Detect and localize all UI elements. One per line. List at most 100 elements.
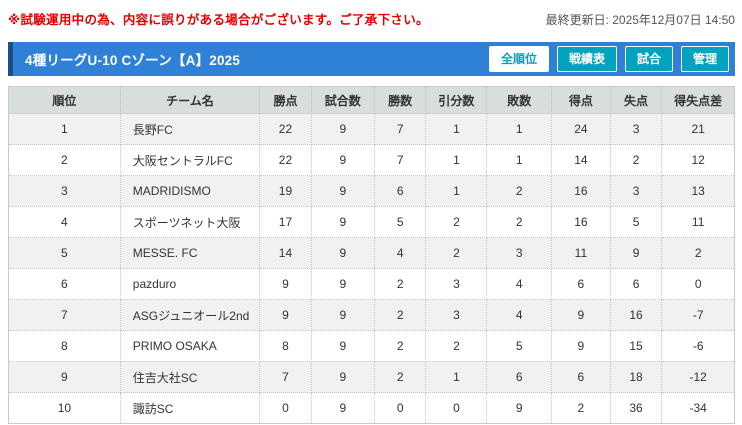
column-header-team: チーム名 [119,86,261,114]
tab-results-grid[interactable]: 戦績表 [556,46,617,72]
cell-goal-difference: -34 [661,392,735,424]
table-row: 2 大阪セントラルFC 22 9 7 1 1 14 2 12 [8,144,735,176]
column-header-rank: 順位 [8,86,121,114]
cell-points: 0 [259,392,312,424]
column-header-goals-against: 失点 [609,86,663,114]
cell-played: 9 [310,144,375,176]
cell-goal-difference: 0 [661,268,735,300]
cell-goals-for: 11 [551,237,611,269]
cell-draws: 1 [425,144,488,176]
cell-goals-for: 6 [551,268,611,300]
cell-losses: 2 [486,206,552,238]
cell-draws: 1 [425,113,488,145]
cell-wins: 7 [373,144,427,176]
column-header-played: 試合数 [310,86,375,114]
standings-table-head: 順位 チーム名 勝点 試合数 勝数 引分数 敗数 得点 失点 得失点差 [8,86,735,114]
cell-wins: 0 [373,392,427,424]
cell-played: 9 [310,330,375,362]
cell-goal-difference: -12 [661,361,735,393]
cell-rank: 6 [8,268,121,300]
cell-team: 長野FC [119,113,261,145]
cell-points: 22 [259,113,312,145]
table-row: 1 長野FC 22 9 7 1 1 24 3 21 [8,113,735,145]
cell-wins: 2 [373,268,427,300]
cell-team: ASGジュニオール2nd [119,299,261,331]
league-header-bar: 4種リーグU-10 Cゾーン【A】2025 全順位 戦績表 試合 管理 [8,42,735,76]
cell-goals-for: 16 [551,175,611,207]
cell-rank: 10 [8,392,121,424]
cell-team: MESSE. FC [119,237,261,269]
cell-losses: 9 [486,392,552,424]
cell-goals-against: 9 [609,237,663,269]
cell-goal-difference: 13 [661,175,735,207]
cell-wins: 6 [373,175,427,207]
cell-played: 9 [310,361,375,393]
cell-losses: 5 [486,330,552,362]
cell-points: 14 [259,237,312,269]
table-row: 9 住吉大社SC 7 9 2 1 6 6 18 -12 [8,361,735,393]
table-row: 3 MADRIDISMO 19 9 6 1 2 16 3 13 [8,175,735,207]
cell-goals-against: 2 [609,144,663,176]
cell-goals-against: 3 [609,113,663,145]
cell-draws: 1 [425,361,488,393]
table-row: 7 ASGジュニオール2nd 9 9 2 3 4 9 16 -7 [8,299,735,331]
cell-goals-for: 14 [551,144,611,176]
cell-played: 9 [310,299,375,331]
cell-goals-for: 16 [551,206,611,238]
table-row: 4 スポーツネット大阪 17 9 5 2 2 16 5 11 [8,206,735,238]
cell-losses: 4 [486,299,552,331]
notice-bar: ※試験運用中の為、内容に誤りがある場合がございます。ご了承下さい。 最終更新日:… [8,8,735,35]
tab-all-rankings[interactable]: 全順位 [488,46,549,72]
cell-rank: 7 [8,299,121,331]
cell-goals-for: 24 [551,113,611,145]
cell-losses: 1 [486,144,552,176]
cell-team: 住吉大社SC [119,361,261,393]
column-header-goals-for: 得点 [551,86,611,114]
cell-goal-difference: 11 [661,206,735,238]
table-row: 10 諏訪SC 0 9 0 0 9 2 36 -34 [8,392,735,424]
cell-team: 大阪セントラルFC [119,144,261,176]
column-header-draws: 引分数 [425,86,488,114]
cell-points: 8 [259,330,312,362]
cell-played: 9 [310,206,375,238]
cell-draws: 1 [425,175,488,207]
table-row: 8 PRIMO OSAKA 8 9 2 2 5 9 15 -6 [8,330,735,362]
cell-played: 9 [310,113,375,145]
cell-played: 9 [310,268,375,300]
cell-points: 9 [259,299,312,331]
cell-goal-difference: -7 [661,299,735,331]
table-row: 6 pazduro 9 9 2 3 4 6 6 0 [8,268,735,300]
cell-draws: 3 [425,268,488,300]
column-header-points: 勝点 [259,86,312,114]
cell-goal-difference: 21 [661,113,735,145]
cell-goals-for: 9 [551,299,611,331]
league-title: 4種リーグU-10 Cゾーン【A】2025 [25,53,241,68]
last-updated-text: 最終更新日: 2025年12月07日 14:50 [545,13,735,27]
cell-rank: 3 [8,175,121,207]
cell-wins: 2 [373,299,427,331]
cell-goal-difference: 12 [661,144,735,176]
cell-wins: 7 [373,113,427,145]
cell-rank: 1 [8,113,121,145]
cell-team: 諏訪SC [119,392,261,424]
cell-goals-against: 5 [609,206,663,238]
column-header-wins: 勝数 [373,86,427,114]
standings-table-body: 1 長野FC 22 9 7 1 1 24 3 21 2 大阪セントラルFC 22 9 7 1 1 14 2 12 3 MA… [8,113,735,424]
cell-wins: 5 [373,206,427,238]
cell-draws: 2 [425,330,488,362]
cell-played: 9 [310,237,375,269]
cell-goals-against: 16 [609,299,663,331]
tab-matches[interactable]: 試合 [624,46,673,72]
cell-wins: 2 [373,330,427,362]
cell-losses: 6 [486,361,552,393]
cell-goals-against: 6 [609,268,663,300]
cell-draws: 2 [425,206,488,238]
cell-points: 19 [259,175,312,207]
cell-points: 22 [259,144,312,176]
cell-draws: 0 [425,392,488,424]
header-tabs: 全順位 戦績表 試合 管理 [488,46,729,72]
tab-manage[interactable]: 管理 [680,46,729,72]
cell-losses: 1 [486,113,552,145]
cell-losses: 3 [486,237,552,269]
